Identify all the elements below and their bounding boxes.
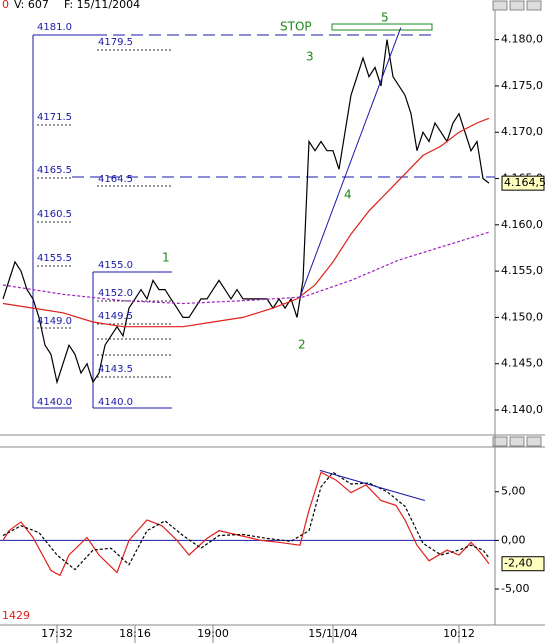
annotation: 4149.0 (37, 316, 72, 327)
header-item: V: 607 (14, 0, 49, 11)
y-tick-label: 5,00 (501, 485, 526, 498)
footer-label: 1429 (2, 609, 30, 622)
button[interactable] (492, 0, 508, 11)
y-tick-label: 4.170,0 (501, 125, 543, 138)
annotation: 4149.5 (98, 311, 133, 322)
window-buttons (492, 0, 542, 447)
stop-box (331, 23, 433, 31)
y-tick-label: 4.155,0 (501, 264, 543, 277)
button[interactable] (492, 436, 508, 447)
annotation: 4164.5 (98, 174, 133, 185)
y-tick-label: 4.175,0 (501, 79, 543, 92)
series-line (2, 231, 490, 305)
annotation: 4 (344, 188, 352, 202)
series-line (2, 39, 490, 385)
annotation: 4152.0 (98, 288, 133, 299)
annotation: 4179.5 (98, 37, 133, 48)
button[interactable] (526, 436, 542, 447)
annotation: 4140.0 (98, 397, 133, 408)
x-tick-label: 15/11/04 (308, 627, 357, 640)
annotation: 4143.5 (98, 364, 133, 375)
annotation: 5 (381, 11, 389, 25)
button[interactable] (509, 436, 525, 447)
annotation: 4171.5 (37, 112, 72, 123)
series-line (2, 471, 490, 577)
header-item: F: 15/11/2004 (64, 0, 140, 11)
last-value-label: -2,40 (504, 557, 532, 570)
header-item: 0 (2, 0, 9, 11)
y-tick-label: 4.160,0 (501, 218, 543, 231)
y-tick-label: 4.140,0 (501, 403, 543, 416)
series-line (2, 471, 490, 571)
annotation: 3 (306, 50, 314, 64)
x-tick-label: 19:00 (197, 627, 229, 640)
annotation: STOP (280, 20, 312, 34)
y-tick-label: -5,00 (501, 582, 529, 595)
annotation: 4181.0 (37, 22, 72, 33)
annotation: 4140.0 (37, 397, 72, 408)
last-value-box (501, 556, 545, 572)
annotation: 4160.5 (37, 209, 72, 220)
y-tick-label: 4.180,0 (501, 33, 543, 46)
annotation: 4155.5 (37, 253, 72, 264)
y-tick-label: 4.145,0 (501, 357, 543, 370)
y-tick-label: 4.150,0 (501, 310, 543, 323)
trendline (319, 469, 425, 501)
x-tick-label: 17:32 (41, 627, 73, 640)
annotation: 4155.0 (98, 260, 133, 271)
button[interactable] (526, 0, 542, 11)
series-line (2, 117, 490, 328)
trendline (299, 27, 402, 298)
y-tick-label: 0,00 (501, 533, 526, 546)
last-value-label: 4.164,5 (504, 176, 545, 189)
x-tick-label: 10:12 (443, 627, 475, 640)
annotation: 2 (298, 338, 306, 352)
annotation: 1 (162, 251, 170, 265)
annotation: 4165.5 (37, 165, 72, 176)
x-tick-label: 18:16 (119, 627, 151, 640)
last-value-box (501, 175, 545, 191)
button[interactable] (509, 0, 525, 11)
